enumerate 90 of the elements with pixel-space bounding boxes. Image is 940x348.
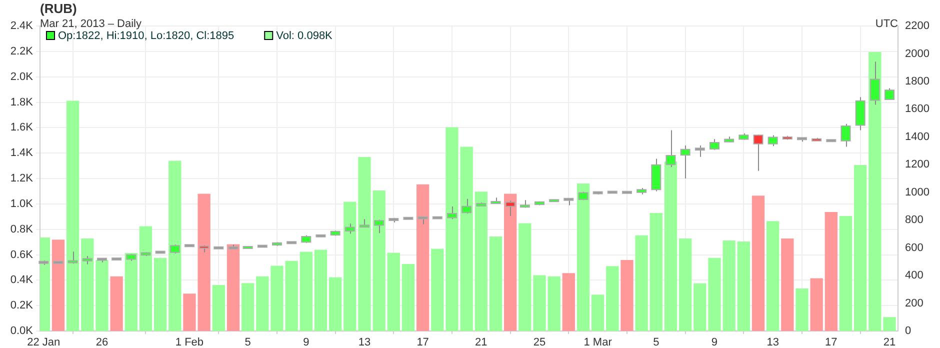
bar bbox=[416, 184, 430, 331]
bar bbox=[694, 283, 706, 331]
y2-tick-label: 1000 bbox=[905, 186, 930, 198]
x-tick-label: 5 bbox=[653, 336, 660, 348]
y2-tick-label: 800 bbox=[905, 214, 924, 226]
bar bbox=[387, 252, 400, 331]
y2-tick-label: 400 bbox=[905, 270, 924, 282]
x-tick-label: 21 bbox=[475, 336, 488, 348]
x-tick-label: 22 Jan bbox=[27, 336, 60, 348]
bar bbox=[883, 317, 896, 331]
bar bbox=[314, 250, 328, 331]
bar bbox=[576, 183, 590, 331]
bar bbox=[678, 238, 692, 331]
x-tick-label: 9 bbox=[303, 336, 310, 348]
bar bbox=[431, 248, 444, 331]
y-tick-label: 0.6K bbox=[10, 248, 34, 261]
chart-subtitle: Mar 21, 2013 – Daily bbox=[40, 18, 142, 30]
y-tick-label: 2.0K bbox=[10, 70, 34, 83]
x-tick-label: 17 bbox=[825, 336, 838, 348]
x-tick-label: 21 bbox=[883, 336, 896, 348]
y-tick-label: 0.0K bbox=[10, 325, 34, 338]
bar bbox=[766, 221, 780, 331]
annotation: UTC bbox=[875, 18, 898, 30]
bar bbox=[300, 252, 312, 331]
x-tick-label: 26 bbox=[96, 336, 108, 348]
bar bbox=[810, 278, 823, 331]
bar bbox=[328, 277, 342, 331]
bar bbox=[474, 192, 488, 331]
y2-tick-label: 1800 bbox=[905, 75, 930, 88]
chart-title: (RUB) bbox=[40, 1, 77, 16]
bar bbox=[226, 244, 240, 331]
y2-tick-label: 1400 bbox=[905, 130, 930, 143]
bar bbox=[518, 223, 532, 331]
bar bbox=[620, 260, 634, 331]
y-tick-label: 0.4K bbox=[10, 274, 34, 286]
y2-tick-label: 2200 bbox=[905, 20, 930, 32]
x-tick-label: 5 bbox=[244, 336, 251, 348]
bar bbox=[504, 194, 517, 331]
y2-tick-label: 1200 bbox=[905, 158, 930, 171]
bar bbox=[591, 294, 604, 331]
y-tick-label: 0.2K bbox=[10, 300, 34, 312]
bar bbox=[66, 100, 80, 331]
y2-tick-label: 1600 bbox=[905, 103, 930, 116]
bar bbox=[154, 258, 167, 331]
y-tick-label: 1.4K bbox=[10, 147, 34, 160]
bar bbox=[110, 276, 123, 331]
y-tick-label: 1.6K bbox=[10, 122, 34, 134]
bar bbox=[839, 216, 852, 331]
y2-tick-label: 0 bbox=[905, 325, 912, 338]
bar bbox=[344, 202, 356, 331]
bar bbox=[635, 235, 648, 331]
bar bbox=[796, 288, 808, 331]
bar bbox=[650, 212, 662, 331]
x-tick-label: 1 Feb bbox=[175, 336, 204, 348]
bar bbox=[752, 196, 765, 331]
bar bbox=[737, 242, 750, 331]
x-tick-label: 1 Mar bbox=[584, 336, 612, 348]
bar bbox=[781, 238, 794, 331]
y-tick-label: 2.2K bbox=[10, 45, 34, 58]
y2-tick-label: 600 bbox=[905, 242, 924, 254]
bar bbox=[606, 266, 619, 331]
bar bbox=[854, 165, 867, 331]
x-tick-label: 25 bbox=[533, 336, 546, 348]
bar bbox=[824, 212, 838, 331]
y2-tick-label: 2000 bbox=[905, 48, 930, 60]
y-tick-label: 1.2K bbox=[10, 172, 34, 185]
x-tick-label: 13 bbox=[358, 336, 371, 348]
bar bbox=[402, 264, 415, 331]
y-tick-label: 1.0K bbox=[10, 198, 34, 210]
bar bbox=[81, 238, 94, 331]
y-tick-label: 2.4K bbox=[10, 20, 34, 32]
bar bbox=[52, 240, 65, 331]
y-tick-label: 0.8K bbox=[10, 223, 34, 236]
bar bbox=[124, 253, 138, 331]
x-tick-label: 13 bbox=[766, 336, 779, 348]
legend-label: Vol: 0.098K bbox=[276, 30, 334, 42]
bar bbox=[256, 276, 269, 331]
y-tick-label: 1.8K bbox=[10, 96, 34, 108]
bar bbox=[562, 273, 575, 331]
bar bbox=[241, 283, 254, 331]
bar bbox=[489, 236, 502, 331]
y2-tick-label: 200 bbox=[905, 297, 924, 310]
bar bbox=[212, 285, 225, 331]
bar bbox=[139, 226, 152, 331]
bar bbox=[868, 52, 882, 331]
x-tick-label: 9 bbox=[711, 336, 718, 348]
x-tick-label: 17 bbox=[416, 336, 429, 348]
bar bbox=[96, 260, 108, 331]
bar bbox=[168, 160, 182, 331]
legend-label: Op:1822, Hi:1910, Lo:1820, Cl:1895 bbox=[58, 30, 234, 42]
